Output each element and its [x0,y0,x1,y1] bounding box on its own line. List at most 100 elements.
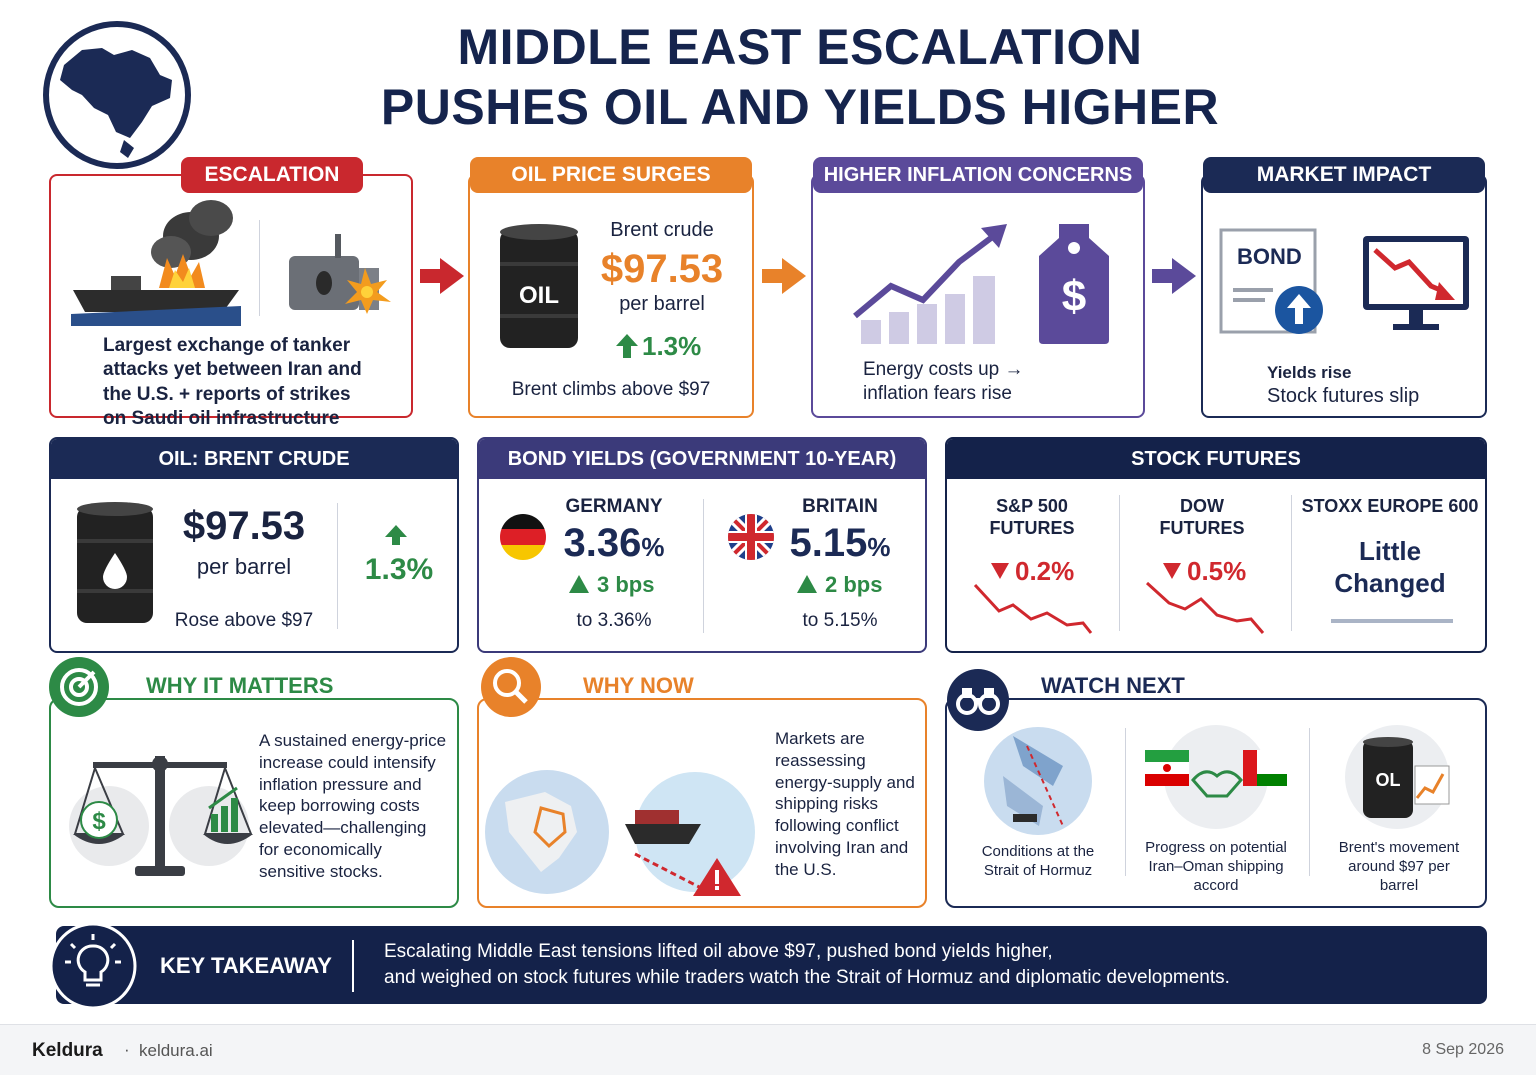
strait-map-icon [983,726,1093,836]
barrel-trend-icon [1337,722,1457,832]
why-matters-title: WHY IT MATTERS [146,673,334,698]
uk-flag-icon [727,513,775,561]
bond-document-icon [1219,228,1329,338]
oil-panel-caption: Rose above $97 [174,610,314,631]
britain-label: BRITAIN [802,496,878,517]
futures-divider-2 [1291,495,1292,631]
shipping-risk-map-icon [485,762,755,902]
sp500-label-2: FUTURES [989,518,1075,538]
sp500-down-icon [991,563,1009,579]
why-now-card: Markets are reassessing energy-supply an… [477,698,927,908]
dow-falling-line-icon [1145,575,1269,635]
stoxx-status-2: Changed [1334,568,1446,598]
sp500-falling-line-icon [973,575,1097,635]
britain-yield-value: 5.15 [789,521,868,565]
market-line-2: Stock futures slip [1267,385,1420,407]
magnifier-icon [480,656,542,718]
oil-surge-change: 1.3% [642,331,702,361]
price-tag-symbol: $ [1061,272,1087,321]
takeaway-label: KEY TAKEAWAY [160,953,332,978]
germany-flag-icon [499,513,547,561]
footer-site-link[interactable]: keldura.ai [139,1041,213,1060]
globe-icon [42,20,192,170]
flow-arrow-2 [762,258,806,294]
oil-surge-tag: OIL PRICE SURGES [470,157,752,193]
refinery-explosion-icon [279,228,399,318]
burning-tanker-icon [71,196,241,326]
takeaway-bar [56,926,1487,1004]
bonds-panel-header: BOND YIELDS (GOVERNMENT 10-YEAR) [479,439,925,479]
why-now-text: Markets are reassessing energy-supply an… [775,729,915,879]
watch-item-2: Progress on potential Iran–Oman shipping… [1145,839,1287,895]
germany-up-icon [569,575,589,593]
oil-panel-unit: per barrel [196,554,292,579]
market-line-1: Yields rise [1267,363,1352,382]
oil-surge-unit: per barrel [619,293,705,315]
footer: Keldura · keldura.ai 8 Sep 2026 [0,1024,1536,1075]
oil-surge-caption: Brent climbs above $97 [511,379,711,400]
oil-panel: OIL: BRENT CRUDE $97.53 per barrel Rose … [49,437,459,653]
bond-label: BOND [1237,244,1302,269]
lightbulb-icon [49,922,137,1010]
sp500-change: 0.2% [1015,556,1075,586]
flow-arrow-1 [420,258,464,294]
oil-surge-card: OIL Brent crude $97.53 per barrel 1.3% B… [468,174,754,418]
flow-arrow-3 [1152,258,1196,294]
inflation-card: $ Energy costs up → inflation fears rise [811,174,1145,418]
oil-panel-change: 1.3% [364,553,434,586]
inflation-tag: HIGHER INFLATION CONCERNS [813,157,1143,193]
page-title-line-1: MIDDLE EAST ESCALATION [457,19,1143,75]
futures-panel-header: STOCK FUTURES [947,439,1485,479]
rising-bars-chart-icon [851,224,1011,346]
oil-drop-barrel-icon [75,501,155,627]
falling-chart-monitor-icon [1361,234,1471,338]
escalation-tag: ESCALATION [181,157,363,193]
why-matters-text: A sustained energy-price increase could … [259,731,447,881]
inflation-text: Energy costs up → inflation fears rise [863,359,1024,405]
oil-surge-price: $97.53 [600,247,724,291]
stoxx-status-1: Little [1358,536,1422,566]
futures-panel: STOCK FUTURES S&P 500 FUTURES 0.2% DOW F… [945,437,1487,653]
why-now-title: WHY NOW [583,673,694,698]
futures-divider-1 [1119,495,1120,631]
watch-next-title: WATCH NEXT [1041,673,1185,698]
germany-yield-value: 3.36 [563,521,642,565]
dow-down-icon [1163,563,1181,579]
footer-date: 8 Sep 2026 [1422,1041,1504,1058]
germany-change: 3 bps [597,572,655,597]
oil-panel-up-arrow-icon [385,525,407,545]
dow-label-2: FUTURES [1159,518,1245,538]
watch-item-3: Brent's movement around $97 per barrel [1338,839,1460,895]
scale-dollar-symbol: $ [92,808,106,835]
why-matters-card: $ A sustained energy-price increase coul… [49,698,459,908]
stoxx-label: STOXX EUROPE 600 [1301,496,1479,516]
oil-barrel-label: OIL [519,282,559,309]
iran-oman-handshake-icon [1143,722,1289,832]
germany-yield: 3.36% [549,521,679,566]
market-impact-card: BOND Yields rise Stock futures slip [1201,174,1487,418]
bonds-panel: BOND YIELDS (GOVERNMENT 10-YEAR) GERMANY… [477,437,927,653]
target-icon [48,656,110,718]
britain-yield-pct: % [867,532,891,562]
britain-up-icon [797,575,817,593]
germany-label: GERMANY [565,496,663,517]
oil-panel-header: OIL: BRENT CRUDE [51,439,457,479]
market-impact-tag: MARKET IMPACT [1203,157,1485,193]
britain-yield: 5.15% [775,521,905,566]
britain-to: to 5.15% [802,610,878,631]
germany-to: to 3.36% [576,610,652,631]
balance-scale-icon [65,734,255,884]
page-title-line-2: PUSHES OIL AND YIELDS HIGHER [380,79,1220,135]
oil-panel-price: $97.53 [182,504,306,548]
sp500-label-1: S&P 500 [996,496,1068,516]
oil-surge-name: Brent crude [610,219,714,241]
escalation-divider [259,220,260,316]
watch-barrel-label: OL [1375,770,1401,790]
takeaway-divider [352,940,354,992]
bonds-divider [703,499,704,633]
footer-brand[interactable]: Keldura [32,1040,103,1061]
oil-barrel-icon [498,222,580,356]
footer-separator: · [124,1040,130,1059]
takeaway-line-2: and weighed on stock futures while trade… [384,967,1230,988]
britain-change: 2 bps [825,572,883,597]
